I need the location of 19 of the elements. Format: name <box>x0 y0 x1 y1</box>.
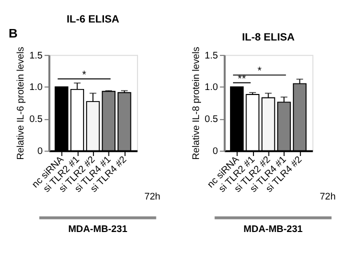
y-tick-label: 0.5 <box>204 114 218 126</box>
annotation: * <box>82 68 86 81</box>
annotation: * <box>257 65 262 78</box>
text: MDA-MB-231 <box>244 224 304 236</box>
text: B <box>8 26 18 41</box>
y-tick-label: 1.0 <box>29 82 43 94</box>
y-tick-label: 1.5 <box>29 50 43 62</box>
y-tick-label: 1.5 <box>204 50 218 62</box>
y-tick-label: 0 <box>37 146 43 158</box>
y-tick-label: 1.0 <box>204 82 218 94</box>
y-tick-label: 0 <box>212 146 218 158</box>
text: 72h <box>144 192 160 203</box>
y-axis-title: Relative IL-8 protein levels <box>190 46 202 160</box>
text: 72h <box>320 192 336 203</box>
chart-title: IL-8 ELISA <box>242 32 296 44</box>
y-axis-title: Relative IL-6 protein levels <box>16 46 27 160</box>
y-tick-label: 0.5 <box>29 114 43 126</box>
chart-title: IL-6 ELISA <box>66 13 120 26</box>
text: MDA-MB-231 <box>68 224 128 236</box>
